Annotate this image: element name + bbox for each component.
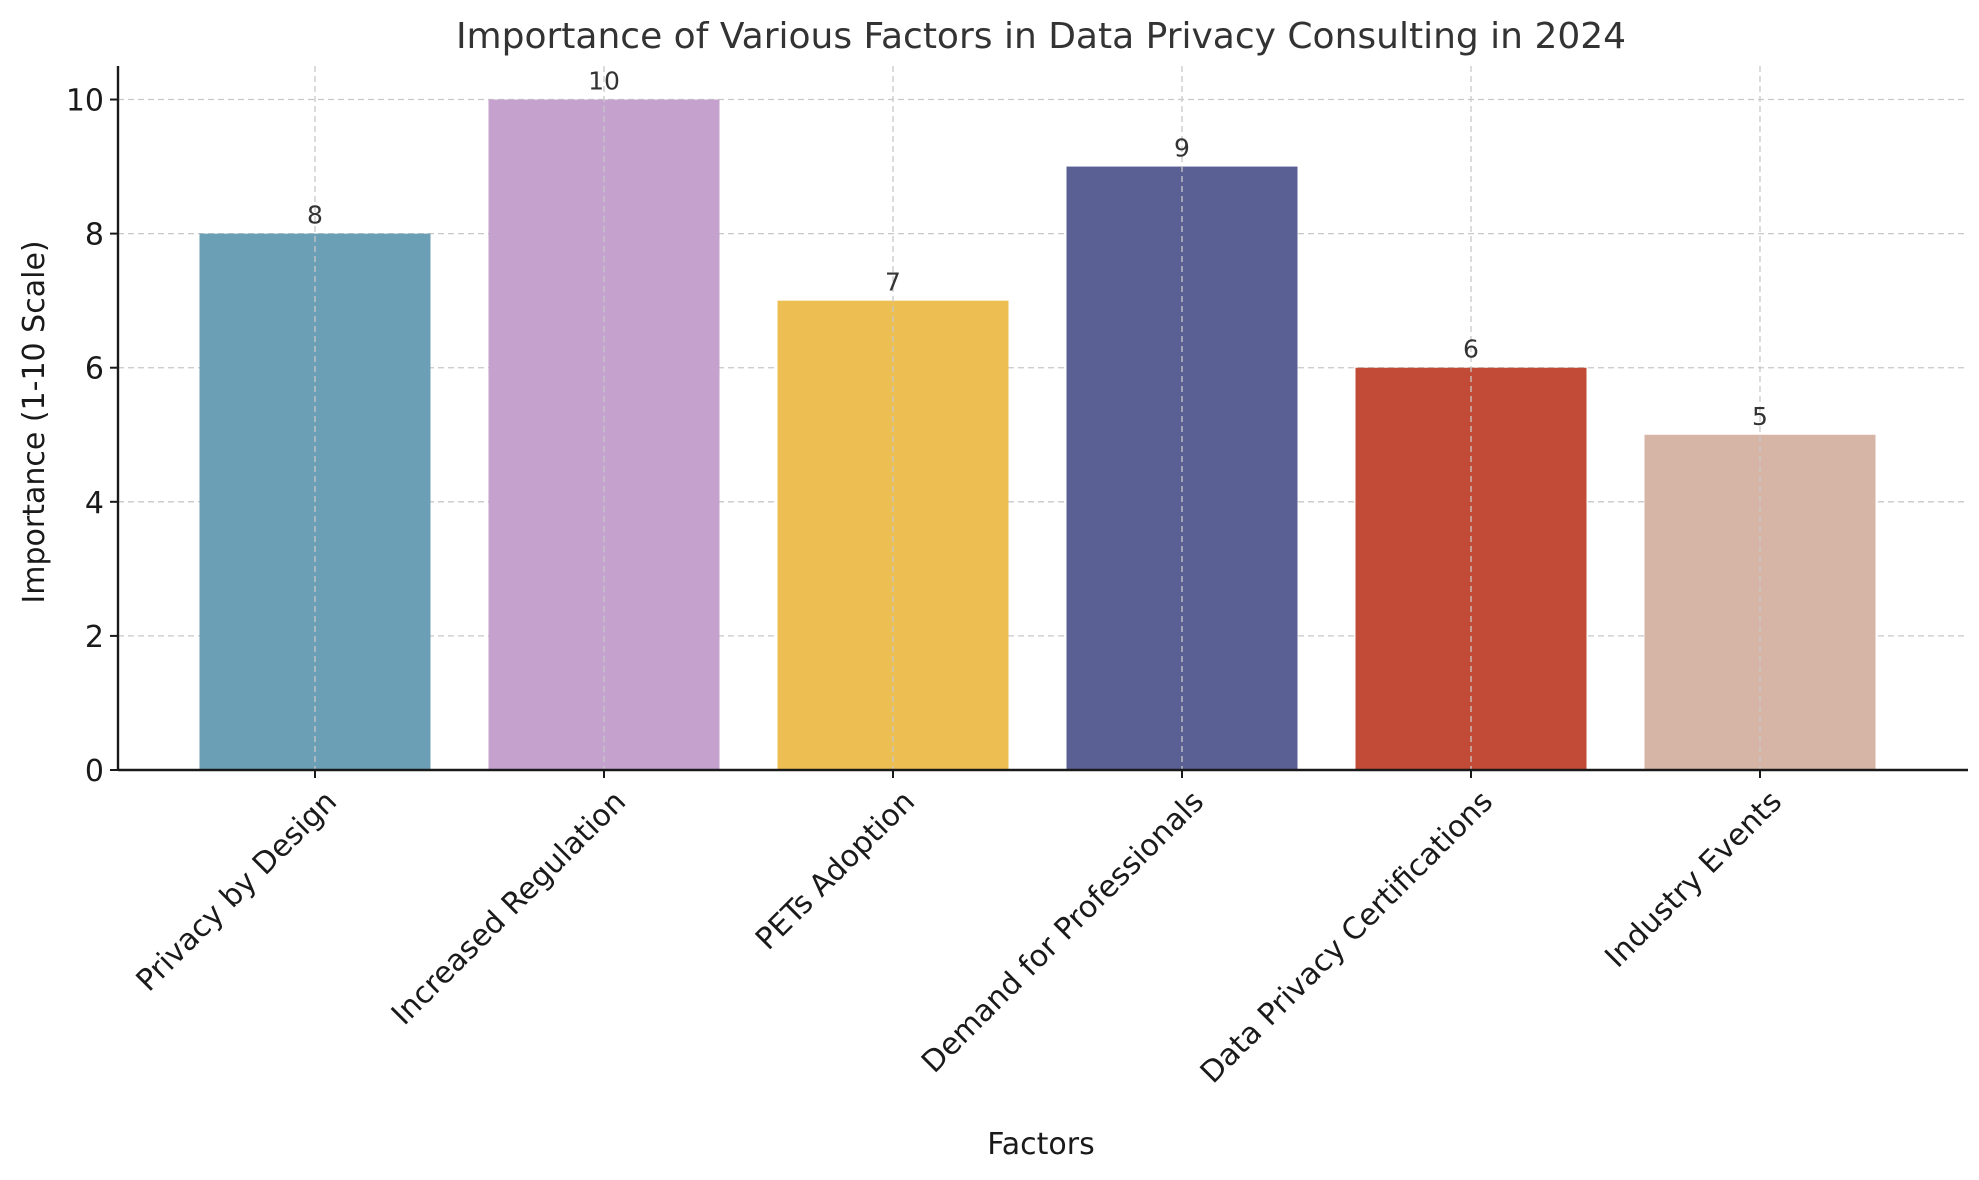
y-tick-label: 2 [85,620,104,655]
x-axis-label: Factors [987,1127,1094,1162]
y-tick-label: 0 [85,754,104,789]
x-tick-label: Industry Events [1598,784,1789,975]
y-tick-label: 10 [66,84,104,119]
value-labels: 8 10 7 9 6 5 [307,67,1768,431]
axes [110,66,1968,778]
bar-value-label: 5 [1752,402,1768,431]
x-tick-label: Privacy by Design [130,784,344,998]
bar-value-label: 10 [588,67,620,96]
y-tick-label: 8 [85,218,104,253]
x-tick-label: PETs Adoption [749,784,922,957]
bar-value-label: 8 [307,201,323,230]
chart-title: Importance of Various Factors in Data Pr… [456,16,1626,57]
x-tick-label: Increased Regulation [385,784,633,1032]
y-tick-label: 4 [85,486,104,521]
bars [199,99,1876,771]
bar-value-label: 9 [1174,134,1190,163]
bar-value-label: 6 [1463,335,1479,364]
x-tick-label: Demand for Professionals [915,784,1211,1080]
vertical-gridlines [314,66,1761,770]
y-axis-label: Importance (1-10 Scale) [17,240,52,603]
y-tick-label: 6 [85,352,104,387]
x-tick-label: Data Privacy Certifications [1194,784,1500,1090]
bar-value-label: 7 [885,268,901,297]
